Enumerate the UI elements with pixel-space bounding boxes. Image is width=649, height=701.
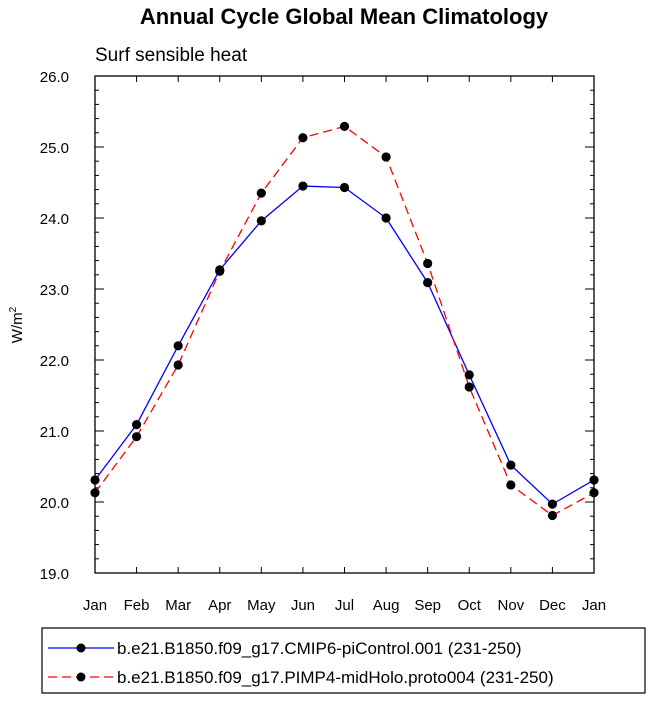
- series-1-point: [215, 266, 225, 276]
- y-tick-label: 23.0: [40, 282, 69, 299]
- x-tick-label: May: [247, 597, 276, 614]
- y-tick-label: 25.0: [40, 140, 69, 157]
- series-points: [90, 121, 599, 521]
- legend-label-1: b.e21.B1850.f09_g17.PIMP4-midHolo.proto0…: [117, 668, 554, 687]
- series-0-point: [506, 460, 516, 470]
- axis-ticks: [94, 75, 595, 574]
- series-1-point: [173, 360, 183, 370]
- x-tick-label: Sep: [414, 597, 441, 614]
- series-1-point: [256, 188, 266, 198]
- legend: b.e21.B1850.f09_g17.CMIP6-piControl.001 …: [41, 627, 646, 694]
- chart-title: Annual Cycle Global Mean Climatology: [140, 4, 549, 29]
- y-axis-label: W/m2: [8, 306, 26, 343]
- series-1-point: [547, 510, 558, 521]
- series-0-point: [131, 420, 142, 430]
- x-tick-label: Feb: [124, 597, 150, 614]
- series-1-point: [90, 488, 100, 498]
- series-0-point: [547, 499, 558, 509]
- series-1-point: [506, 480, 516, 490]
- series-0-point: [423, 278, 433, 288]
- legend-marker-1: [76, 672, 86, 682]
- x-tick-label: Nov: [497, 597, 524, 614]
- series-0-point: [256, 216, 266, 226]
- series-line-0: [94, 185, 595, 505]
- series-1-point: [298, 133, 308, 143]
- y-tick-label: 20.0: [40, 495, 69, 512]
- legend-label-0: b.e21.B1850.f09_g17.CMIP6-piControl.001 …: [117, 639, 522, 658]
- x-tick-label: Aug: [373, 597, 400, 614]
- x-tick-label: Oct: [458, 597, 482, 614]
- series-1-point: [589, 488, 599, 498]
- series-0-point: [90, 475, 100, 485]
- y-tick-label: 24.0: [40, 211, 69, 228]
- y-tick-label: 22.0: [40, 353, 69, 370]
- series-1-point: [423, 258, 433, 269]
- y-tick-label: 21.0: [40, 424, 69, 441]
- x-tick-label: Mar: [165, 597, 191, 614]
- x-tick-label: Apr: [208, 597, 231, 614]
- series-0-point: [589, 475, 599, 485]
- series-1-point: [381, 152, 391, 162]
- y-tick-label: 19.0: [40, 566, 69, 583]
- series-1-point: [339, 121, 350, 132]
- x-tick-label: Jun: [291, 597, 315, 614]
- series-0-point: [381, 213, 391, 223]
- series-1-point: [464, 382, 474, 392]
- x-tick-label: Jan: [582, 597, 606, 614]
- series-1-point: [131, 432, 142, 442]
- series-0-point: [339, 182, 350, 193]
- y-axis-label-superscript: 2: [8, 306, 19, 312]
- series-0-point: [298, 181, 308, 191]
- y-axis-label-text: W/m: [9, 312, 26, 343]
- series-0-point: [464, 370, 474, 380]
- legend-box: [41, 627, 646, 694]
- legend-marker-0: [76, 643, 86, 653]
- y-tick-label: 26.0: [40, 69, 69, 86]
- series-0-point: [173, 341, 183, 351]
- svg-text:W/m2: W/m2: [8, 306, 26, 343]
- axis-tick-labels: Jan Feb Mar Apr May Jun Jul Aug Sep Oct Nov Dec Jan 1…: [40, 69, 606, 614]
- x-tick-label: Dec: [539, 597, 566, 614]
- x-tick-label: Jan: [83, 597, 107, 614]
- x-tick-label: Jul: [335, 597, 354, 614]
- chart-subtitle: Surf sensible heat: [95, 45, 248, 66]
- plot-frame: [94, 75, 595, 574]
